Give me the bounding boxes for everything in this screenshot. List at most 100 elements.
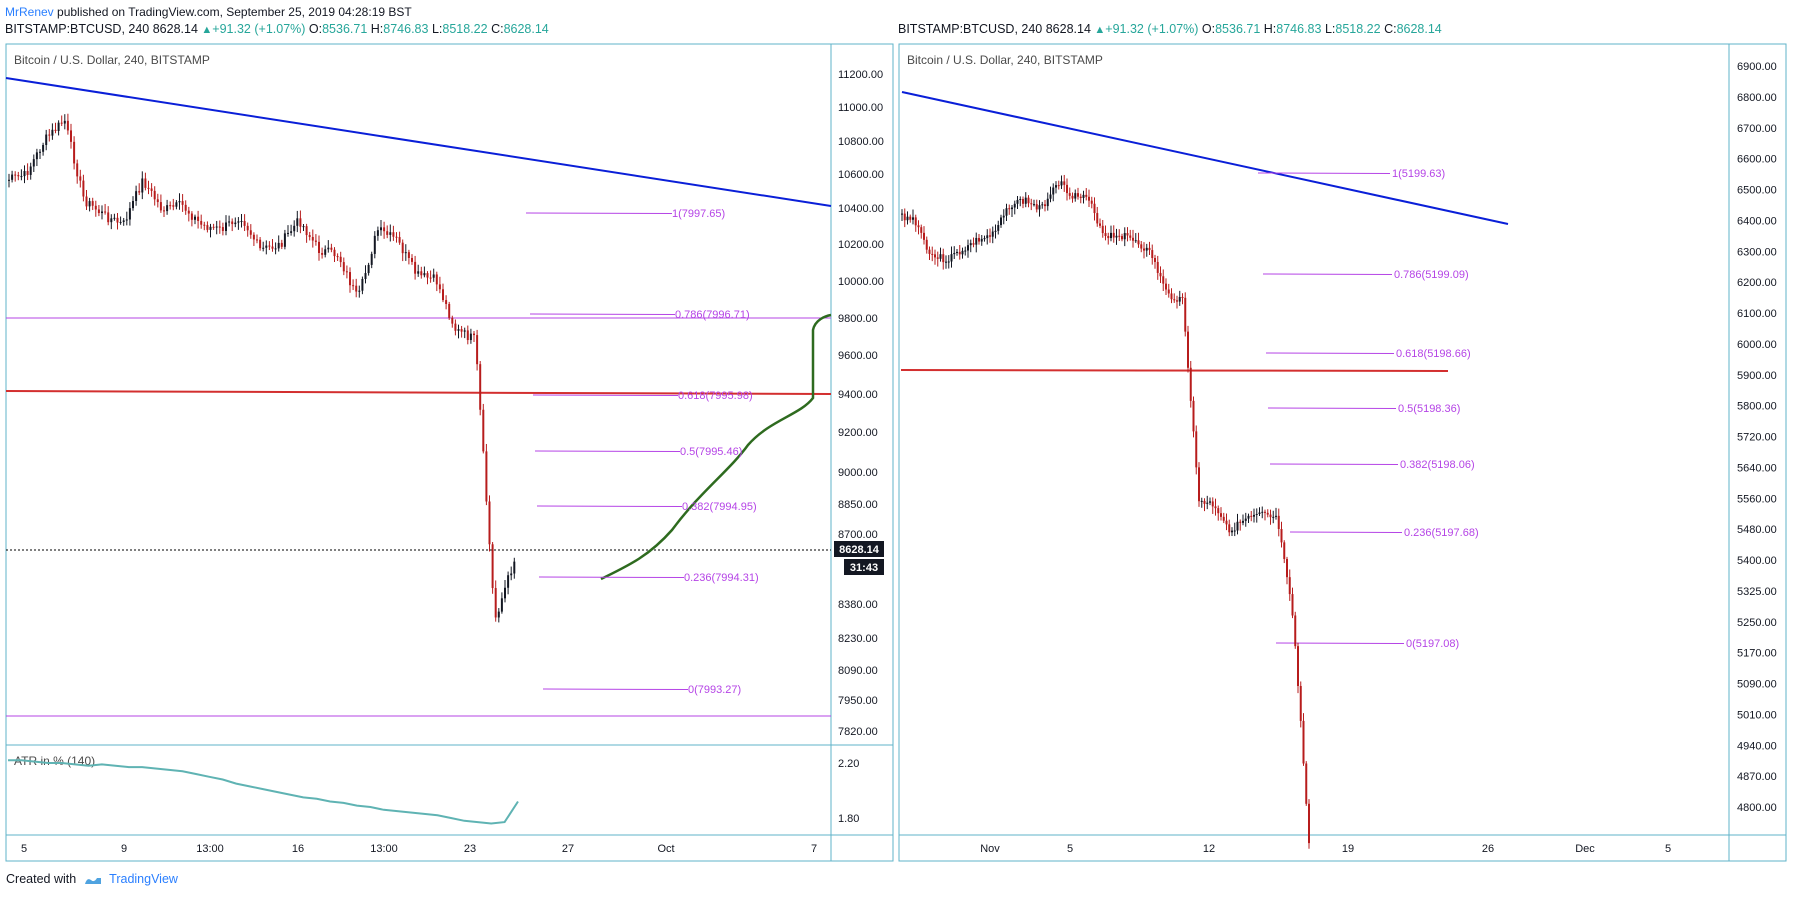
left-candle-body [116, 217, 119, 223]
time-tick-label: 5 [1665, 843, 1671, 855]
left-candle-body [221, 227, 224, 231]
right-candle-body [1121, 236, 1123, 240]
left-candle-body [20, 176, 23, 178]
right-candle-body [969, 243, 972, 246]
right-candle-body [1008, 208, 1011, 210]
right-candle-body [1107, 236, 1110, 239]
left-candle-body [311, 236, 314, 241]
fib-level-line[interactable] [534, 450, 681, 452]
price-tick-label: 5560.00 [1737, 493, 1777, 505]
descending-trendline[interactable] [5, 77, 832, 207]
right-candle-body [1066, 184, 1068, 194]
fib-level-label: 1(7997.65) [672, 208, 725, 220]
right-candle-body [1005, 208, 1008, 216]
right-candle-body [1297, 646, 1299, 686]
price-tick-label: 7820.00 [838, 726, 878, 738]
left-candle-body [435, 274, 438, 285]
right-candle-body [1220, 513, 1222, 517]
right-candle-body [1134, 240, 1137, 242]
symbol-label: BITSTAMP:BTCUSD, 240 [5, 22, 150, 36]
fib-level-line[interactable] [532, 394, 679, 396]
fib-level-line[interactable] [1289, 531, 1403, 533]
left-candle-body [228, 221, 231, 223]
right-candle-body [1035, 204, 1038, 210]
left-candle-body [507, 575, 510, 588]
left-candle-body [39, 151, 41, 153]
right-candle-body [1217, 508, 1220, 514]
descending-trendline-right[interactable] [901, 91, 1509, 225]
left-candle-body [48, 134, 51, 136]
fib-level-line[interactable] [1262, 273, 1393, 275]
author-link[interactable]: MrRenev [5, 5, 54, 19]
right-candle-body [1057, 185, 1060, 187]
right-candle-body [1255, 513, 1258, 515]
fib-level-line[interactable] [1265, 352, 1395, 354]
left-candle-body [336, 256, 339, 258]
fib-level-line[interactable] [1275, 642, 1405, 644]
fib-level-line[interactable] [1257, 172, 1391, 174]
left-candle-body [42, 144, 45, 152]
fib-level-line[interactable] [538, 576, 685, 578]
right-candle-body [1269, 514, 1272, 518]
right-candle-body [928, 249, 931, 254]
fib-level-label: 0.618(5198.66) [1396, 348, 1471, 360]
price-tick-label: 6500.00 [1737, 185, 1777, 197]
left-candle-body [485, 451, 488, 502]
left-candle-body [500, 598, 503, 612]
left-candle-body [380, 227, 382, 231]
left-candle-body [203, 224, 206, 226]
right-candle-body [920, 227, 923, 233]
fib-level-line[interactable] [1269, 463, 1399, 465]
right-candle-body [1126, 233, 1129, 236]
support-red-line[interactable] [5, 390, 832, 395]
price-tick-label: 8090.00 [838, 665, 878, 677]
left-candle-body [451, 317, 454, 324]
right-candle-body [1030, 203, 1033, 205]
right-candle-body [958, 251, 961, 255]
tradingview-link[interactable]: TradingView [109, 872, 178, 886]
price-tick-label: 6600.00 [1737, 154, 1777, 166]
left-candle-body [426, 273, 429, 278]
right-candle-body [961, 250, 964, 255]
fib-level-line[interactable] [529, 313, 676, 315]
price-tick-label: 8700.00 [838, 529, 878, 541]
footer: Created with TradingView [6, 872, 178, 886]
left-candle-body [479, 364, 482, 410]
right-candle-body [964, 250, 967, 252]
left-candle-body [249, 230, 252, 235]
price-tick-label: 9800.00 [838, 313, 878, 325]
support-red-line-right[interactable] [900, 369, 1449, 372]
right-candle-body [1123, 233, 1126, 240]
right-candle-body [1145, 247, 1148, 251]
left-candle-body [280, 242, 283, 247]
left-candle-body [94, 205, 97, 210]
left-candle-body [339, 256, 342, 263]
left-candle-body [63, 120, 66, 124]
fib-level-line[interactable] [536, 505, 683, 507]
right-candle-body [1294, 615, 1297, 647]
price-tick-label: 9000.00 [838, 467, 878, 479]
right-candle-body [1178, 296, 1181, 302]
fib-level-line[interactable] [542, 688, 689, 690]
left-candle-body [187, 210, 190, 214]
left-candle-body [358, 290, 361, 292]
left-candle-body [404, 252, 407, 254]
left-candle-body [35, 152, 38, 160]
left-candle-body [414, 261, 417, 274]
left-candle-body [287, 232, 289, 234]
projection-path[interactable] [600, 313, 832, 581]
right-candle-body [1247, 515, 1250, 519]
left-candle-body [411, 257, 413, 262]
fib-level-line[interactable] [525, 212, 673, 214]
right-candle-body [1272, 516, 1275, 518]
right-candle-body [989, 235, 991, 237]
left-candle-body [79, 176, 82, 181]
left-candle-body [243, 220, 246, 226]
fib-level-line[interactable] [1267, 407, 1397, 409]
left-candle-body [265, 245, 268, 248]
left-candle-body [252, 234, 255, 240]
left-candle-body [364, 273, 367, 279]
left-candle-body [448, 303, 451, 318]
price-tick-label: 5800.00 [1737, 401, 1777, 413]
